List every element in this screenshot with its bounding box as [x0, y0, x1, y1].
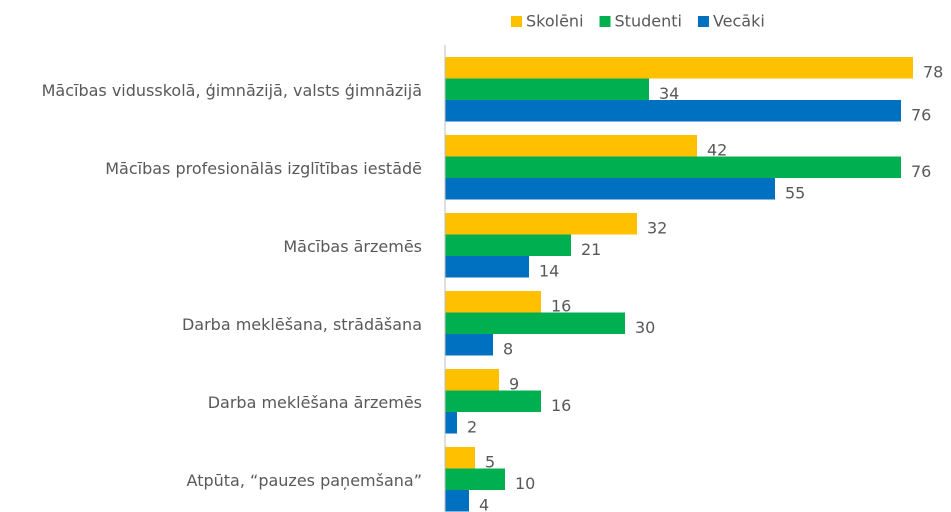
bar: [445, 468, 505, 490]
value-label: 10: [515, 474, 535, 493]
bar: [445, 490, 469, 512]
bar: [445, 412, 457, 434]
value-label: 30: [635, 318, 655, 337]
bar: [445, 447, 475, 469]
bar: [445, 135, 697, 157]
bar: [445, 291, 541, 313]
bar: [445, 334, 493, 356]
bar: [445, 312, 625, 334]
legend-swatch: [697, 16, 709, 27]
category-label: Darba meklēšana, strādāšana: [182, 315, 422, 334]
value-label: 4: [479, 495, 489, 512]
value-label: 16: [551, 396, 571, 415]
bar: [445, 390, 541, 412]
bar: [445, 234, 571, 256]
value-label: 21: [581, 240, 601, 259]
category-label: Darba meklēšana ārzemēs: [208, 393, 422, 412]
value-label: 34: [659, 84, 679, 103]
value-label: 16: [551, 296, 571, 315]
value-label: 78: [923, 62, 943, 81]
value-label: 2: [467, 417, 477, 436]
category-label: Atpūta, “pauzes paņemšana”: [187, 471, 422, 490]
category-label: Mācības vidusskolā, ģimnāzijā, valsts ģi…: [42, 81, 422, 100]
bar: [445, 78, 649, 100]
legend-label: Skolēni: [526, 12, 584, 31]
bar: [445, 100, 901, 122]
value-label: 76: [911, 105, 931, 124]
value-label: 55: [785, 183, 805, 202]
value-label: 8: [503, 339, 513, 358]
value-label: 42: [707, 140, 727, 159]
bar: [445, 178, 775, 200]
value-label: 9: [509, 374, 519, 393]
category-label: Mācības profesionālās izglītības iestādē: [105, 159, 422, 178]
value-label: 32: [647, 218, 667, 237]
bar: [445, 156, 901, 178]
legend-swatch: [511, 16, 522, 27]
legend-label: Studenti: [615, 12, 682, 31]
bar: [445, 256, 529, 278]
bar: [445, 213, 637, 235]
value-label: 5: [485, 452, 495, 471]
legend-label: Vecāki: [713, 12, 765, 31]
category-label: Mācības ārzemēs: [283, 237, 422, 256]
bar: [445, 57, 913, 79]
bar: [445, 369, 499, 391]
value-label: 14: [539, 261, 559, 280]
value-label: 76: [911, 162, 931, 181]
legend-swatch: [599, 16, 611, 27]
